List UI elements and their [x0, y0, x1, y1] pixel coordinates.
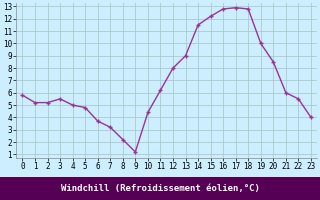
Text: Windchill (Refroidissement éolien,°C): Windchill (Refroidissement éolien,°C) [60, 184, 260, 193]
